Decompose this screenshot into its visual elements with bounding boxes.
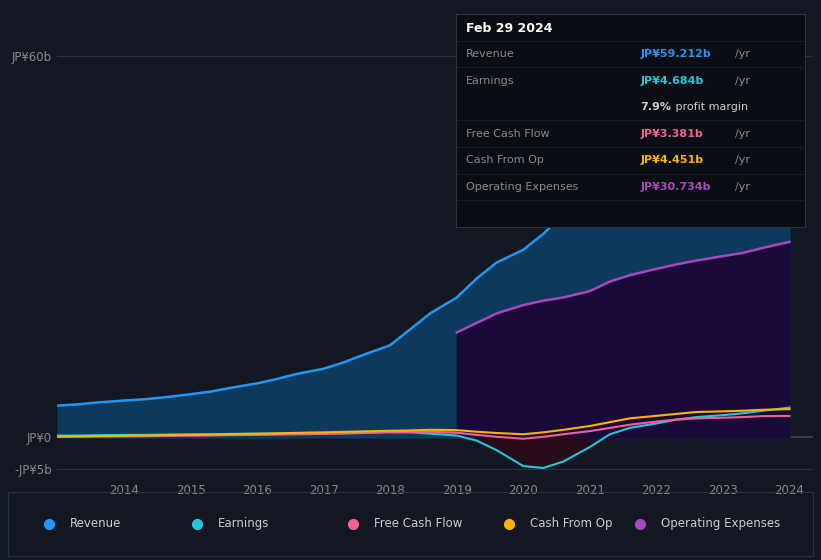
Text: Cash From Op: Cash From Op [530,517,612,530]
Text: Free Cash Flow: Free Cash Flow [374,517,462,530]
Text: /yr: /yr [735,182,750,192]
Text: /yr: /yr [735,129,750,139]
Text: Revenue: Revenue [70,517,122,530]
Text: /yr: /yr [735,76,750,86]
Text: Free Cash Flow: Free Cash Flow [466,129,550,139]
Text: Operating Expenses: Operating Expenses [466,182,579,192]
Text: Feb 29 2024: Feb 29 2024 [466,22,553,35]
Text: 7.9%: 7.9% [640,102,672,112]
Text: JP¥4.684b: JP¥4.684b [640,76,704,86]
Text: JP¥3.381b: JP¥3.381b [640,129,704,139]
Text: Earnings: Earnings [218,517,269,530]
Text: JP¥59.212b: JP¥59.212b [640,49,711,59]
Text: Cash From Op: Cash From Op [466,155,544,165]
Text: Earnings: Earnings [466,76,515,86]
Text: /yr: /yr [735,49,750,59]
Text: Operating Expenses: Operating Expenses [661,517,780,530]
Text: Revenue: Revenue [466,49,515,59]
Text: JP¥4.451b: JP¥4.451b [640,155,704,165]
Text: profit margin: profit margin [672,102,748,112]
Text: /yr: /yr [735,155,750,165]
Text: JP¥30.734b: JP¥30.734b [640,182,711,192]
